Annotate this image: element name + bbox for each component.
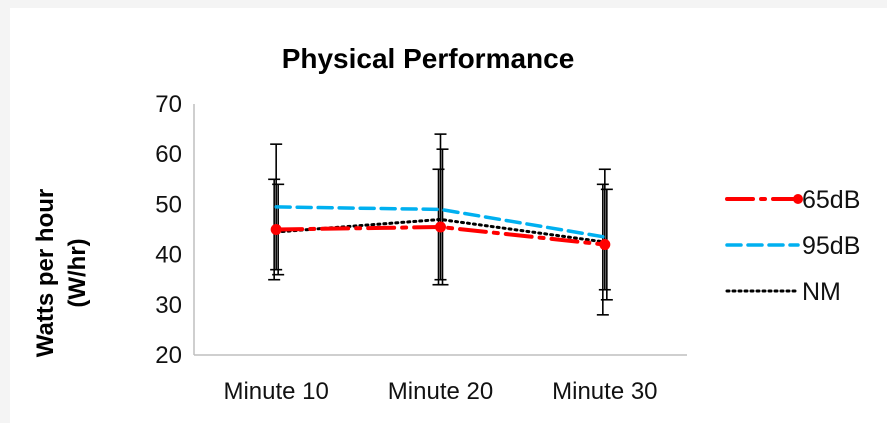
legend-item-65db: 65dB	[725, 186, 860, 214]
series-line-95db	[274, 205, 607, 239]
y-tick-label: 30	[155, 292, 182, 319]
y-tick-labels: 20 30 40 50 60 70	[155, 91, 182, 369]
x-tick-label: Minute 20	[388, 378, 493, 405]
y-tick-label: 60	[155, 141, 182, 168]
legend-label: 95dB	[802, 232, 860, 260]
y-tick-label: 20	[155, 342, 182, 369]
y-tick-label: 50	[155, 191, 182, 218]
x-tick-label: Minute 10	[223, 378, 328, 405]
error-bar	[436, 148, 449, 286]
legend-label: 65dB	[802, 186, 860, 214]
legend-item-nm: NM	[725, 278, 841, 306]
chart-frame: Physical Performance Watts per hour (W/h…	[10, 8, 887, 423]
data-point	[270, 224, 282, 235]
data-point	[599, 239, 611, 251]
series-lines	[270, 205, 611, 251]
legend: 65dB 95dB NM	[725, 186, 860, 306]
legend-marker	[793, 194, 803, 204]
y-axis-label: Watts per hour (W/hr)	[32, 189, 91, 357]
y-axis-label-line1: Watts per hour	[32, 189, 59, 357]
legend-item-95db: 95dB	[725, 232, 860, 260]
data-point	[435, 221, 446, 233]
chart-title: Physical Performance	[282, 43, 575, 74]
x-tick-labels: Minute 10 Minute 20 Minute 30	[223, 378, 657, 405]
line-chart: Physical Performance Watts per hour (W/h…	[32, 43, 860, 405]
x-tick-label: Minute 30	[552, 378, 657, 405]
y-tick-label: 70	[155, 91, 182, 118]
error-bar	[434, 133, 447, 281]
legend-label: NM	[802, 278, 841, 306]
y-tick-label: 40	[155, 242, 182, 269]
y-axis-label-line2: (W/hr)	[64, 238, 91, 307]
error-bar	[598, 168, 611, 291]
